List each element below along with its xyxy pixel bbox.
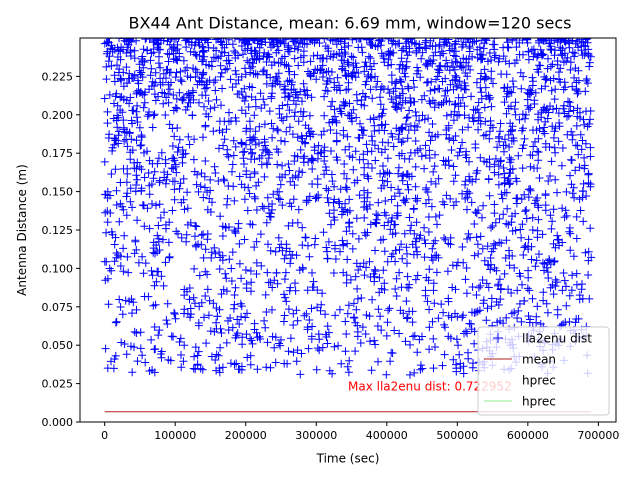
legend-item-hprec-2: hprec — [484, 395, 556, 409]
legend-item-hprec-1: hprec — [484, 374, 556, 388]
max-dist-annotation: Max lla2enu dist: 0.722952 — [348, 380, 512, 394]
legend-label: hprec — [522, 395, 556, 409]
x-axis-label: Time (sec) — [316, 452, 380, 466]
x-axis: 0 100000 200000 300000 400000 500000 600000 700… — [101, 422, 619, 442]
chart-title: BX44 Ant Distance, mean: 6.69 mm, window… — [129, 14, 572, 33]
y-tick-label: 0.075 — [42, 301, 74, 314]
x-tick-label: 600000 — [507, 429, 549, 442]
legend-label: mean — [522, 353, 556, 367]
x-tick-label: 400000 — [366, 429, 408, 442]
legend-item-scatter: lla2enu dist — [493, 332, 592, 346]
y-axis: 0.000 0.025 0.050 0.075 0.100 0.125 0.150 0.175… — [42, 70, 80, 429]
y-tick-label: 0.225 — [42, 70, 74, 83]
legend-box — [477, 326, 610, 416]
y-tick-label: 0.100 — [42, 262, 74, 275]
legend-label: hprec — [522, 374, 556, 388]
x-tick-label: 0 — [101, 429, 108, 442]
y-tick-label: 0.025 — [42, 378, 74, 391]
y-tick-label: 0.125 — [42, 224, 74, 237]
y-axis-label: Antenna Distance (m) — [15, 164, 29, 296]
x-tick-label: 500000 — [436, 429, 478, 442]
y-tick-label: 0.150 — [42, 186, 74, 199]
x-tick-label: 100000 — [154, 429, 196, 442]
x-tick-label: 700000 — [577, 429, 619, 442]
y-tick-label: 0.175 — [42, 147, 74, 160]
y-tick-label: 0.000 — [42, 416, 74, 429]
x-tick-label: 200000 — [225, 429, 267, 442]
y-tick-label: 0.200 — [42, 109, 74, 122]
legend-label: lla2enu dist — [522, 332, 592, 346]
x-tick-label: 300000 — [295, 429, 337, 442]
y-tick-label: 0.050 — [42, 339, 74, 352]
legend: lla2enu dist mean hprec hprec — [477, 326, 610, 416]
legend-item-mean: mean — [484, 353, 556, 367]
